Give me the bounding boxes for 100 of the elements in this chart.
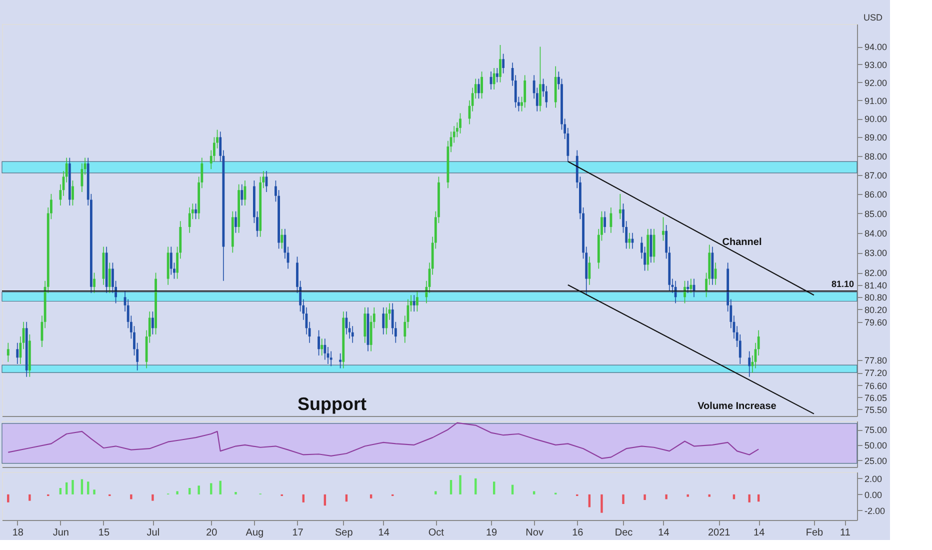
candlestick xyxy=(6,342,10,362)
bar xyxy=(210,483,212,494)
x-tick-label: 17 xyxy=(292,528,304,538)
y-tick-label: 77.80 xyxy=(864,355,888,366)
x-tick-label: Jun xyxy=(52,528,69,538)
candlestick xyxy=(188,207,191,234)
candlestick xyxy=(499,44,502,83)
y-tick-label: 85.00 xyxy=(864,208,888,219)
candlestick xyxy=(170,246,172,276)
candlestick xyxy=(364,307,366,344)
candlestick xyxy=(662,216,664,242)
bar xyxy=(532,491,536,494)
y-axis-title: USD xyxy=(864,12,883,22)
y-tick-label: -2.00 xyxy=(864,506,886,516)
y-tick-label: 76.60 xyxy=(864,380,888,391)
x-tick-label: 15 xyxy=(98,528,110,538)
y-tick-label: 86.00 xyxy=(864,189,888,200)
candlestick xyxy=(686,280,690,294)
annotation: Channel xyxy=(722,237,762,248)
x-tick-label: 14 xyxy=(658,528,670,538)
x-tick-label: 20 xyxy=(206,528,218,538)
bar xyxy=(93,490,96,494)
y-tick-label: 25.00 xyxy=(864,456,888,466)
line-series xyxy=(8,422,760,459)
y-tick-label: 75.00 xyxy=(864,425,888,436)
x-tick-label: Dec xyxy=(614,528,633,538)
bar xyxy=(87,482,90,494)
bar xyxy=(622,494,624,504)
bar xyxy=(665,494,668,500)
bar xyxy=(72,480,74,494)
annotation: Volume Increase xyxy=(698,401,777,412)
candlestick xyxy=(194,203,197,220)
x-tick-label: 11 xyxy=(840,528,851,538)
bar xyxy=(748,494,750,502)
y-tick-label: 82.00 xyxy=(864,268,888,278)
candlestick xyxy=(385,307,388,335)
candlestick xyxy=(459,112,462,134)
candlestick xyxy=(280,228,284,250)
y-tick-label: 79.60 xyxy=(864,317,888,328)
candlestick xyxy=(108,262,111,294)
x-tick-label: Oct xyxy=(428,528,444,538)
bar xyxy=(474,478,477,494)
y-tick-label: 2.00 xyxy=(864,474,882,484)
y-tick-label: 0.00 xyxy=(864,490,882,500)
candlestick xyxy=(330,350,332,367)
bar xyxy=(450,480,452,494)
bar xyxy=(492,482,496,494)
bar xyxy=(370,494,372,498)
candlestick xyxy=(650,228,652,264)
candlestick xyxy=(72,180,74,206)
x-tick-label: 2021 xyxy=(708,528,731,538)
bar xyxy=(511,484,514,494)
candlestick xyxy=(234,210,237,234)
x-tick-label: 19 xyxy=(486,528,498,538)
y-tick-label: 77.20 xyxy=(864,368,888,378)
candlestick xyxy=(93,272,96,294)
candlestick xyxy=(320,338,324,356)
candlestick xyxy=(351,326,354,344)
y-tick-label: 83.00 xyxy=(864,248,888,258)
bar xyxy=(130,494,132,500)
y-tick-label: 75.50 xyxy=(864,404,888,415)
x-tick-label: Jul xyxy=(146,528,160,538)
y-tick-label: 87.00 xyxy=(864,170,888,180)
y-tick-label: 80.80 xyxy=(864,292,888,303)
bar xyxy=(434,491,437,494)
candlestick xyxy=(318,330,320,356)
bar xyxy=(7,494,10,502)
candlestick xyxy=(684,280,686,304)
bar xyxy=(644,494,646,500)
bar xyxy=(708,494,710,497)
ref-line-label: 81.10 xyxy=(831,279,854,290)
candlestick xyxy=(492,68,496,90)
bar xyxy=(188,488,191,494)
annotation: Support xyxy=(298,394,366,414)
bar xyxy=(152,494,154,501)
x-tick-label: 16 xyxy=(572,528,584,538)
x-tick-label: 18 xyxy=(12,528,24,538)
candlestick xyxy=(604,210,606,234)
candlestick xyxy=(416,290,418,312)
x-tick-label: 14 xyxy=(754,528,766,538)
candlestick xyxy=(496,68,498,83)
candlestick xyxy=(16,342,19,364)
x-tick-label: Aug xyxy=(246,528,264,538)
candlestick xyxy=(502,53,505,74)
bar xyxy=(302,494,305,502)
bar xyxy=(28,494,31,501)
x-tick-label: Nov xyxy=(526,528,544,538)
bar xyxy=(686,494,689,497)
y-tick-label: 94.00 xyxy=(864,42,888,52)
candlestick xyxy=(324,338,326,360)
y-tick-label: 81.40 xyxy=(864,280,888,290)
y-tick-label: 76.05 xyxy=(864,392,888,403)
x-tick-label: Sep xyxy=(334,528,354,538)
x-tick-label: Feb xyxy=(806,528,824,538)
y-tick-label: 89.00 xyxy=(864,132,888,143)
candlestick xyxy=(748,350,751,378)
candlestick xyxy=(524,74,526,108)
bar xyxy=(80,479,84,494)
candlestick xyxy=(480,71,483,99)
y-tick-label: 90.00 xyxy=(864,114,888,124)
